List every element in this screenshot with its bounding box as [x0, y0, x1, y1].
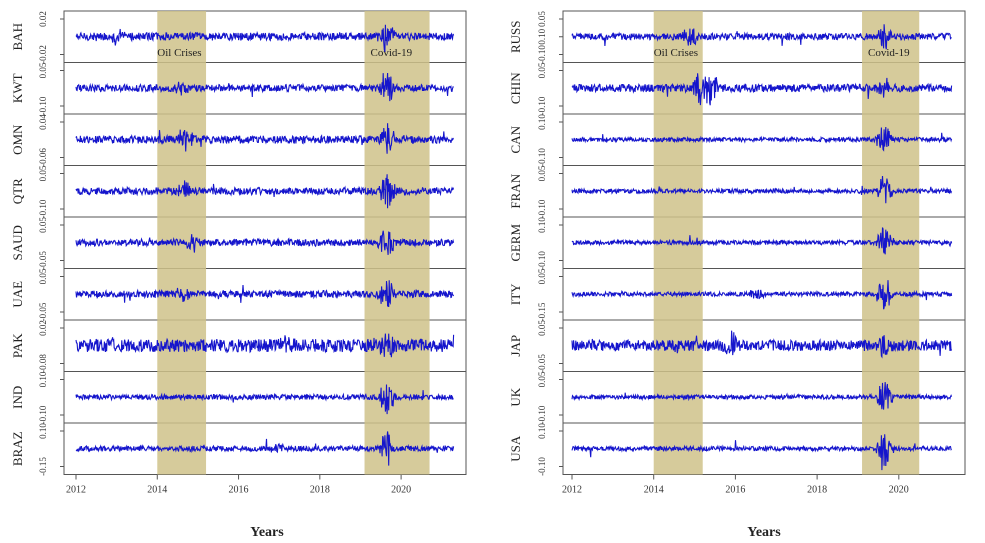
right-ytick-chin-0: 0.05	[537, 62, 547, 78]
right-series-label-jap: JAP	[508, 335, 523, 357]
left-ytick-kwt-0: 0.05	[38, 62, 48, 78]
left-ytick-qtr-1: -0.10	[38, 199, 48, 218]
right-series-usa	[571, 434, 952, 471]
left-series-ind	[75, 384, 454, 415]
left-ytick-uae-0: 0.05	[38, 268, 48, 284]
left-ytick-braz-1: -0.15	[38, 457, 48, 476]
left-series-kwt	[75, 72, 454, 102]
left-ytick-bah-1: -0.02	[38, 45, 48, 64]
right-chart: Oil Crises Covid-19RUSS0.050.10-0.10CHIN0…	[508, 10, 966, 540]
right-series-label-russ: RUSS	[508, 20, 523, 53]
left-xtick-2016: 2016	[229, 485, 249, 496]
right-ytick-usa-0: 0.10	[537, 423, 547, 439]
left-shade-label-1: Covid-19	[371, 47, 413, 59]
right-series-label-can: CAN	[508, 125, 523, 153]
left-xtick-2012: 2012	[66, 485, 86, 496]
right-ytick-ity-0: 0.05	[537, 268, 547, 284]
right-ytick-can-0: 0.10	[537, 114, 547, 130]
right-ytick-fran-0: 0.05	[537, 165, 547, 181]
right-series-chin	[571, 73, 953, 106]
right-xtick-2012: 2012	[562, 485, 582, 496]
right-series-label-chin: CHIN	[508, 72, 523, 104]
left-ytick-kwt-1: -0.10	[38, 96, 48, 115]
left-series-label-kwt: KWT	[10, 73, 25, 103]
left-ytick-saud-1: -0.05	[38, 251, 48, 270]
right-x-axis-title: Years	[747, 525, 781, 540]
left-series-omn	[75, 123, 455, 154]
right-ytick-can-1: -0.10	[537, 148, 547, 167]
left-xtick-2020: 2020	[391, 485, 411, 496]
left-series-uae	[75, 280, 455, 308]
left-series-bah	[75, 24, 455, 53]
right-series-label-ity: ITY	[508, 283, 523, 305]
left-ytick-saud-0: 0.05	[38, 217, 48, 233]
left-ytick-omn-0: 0.04	[38, 114, 48, 130]
left-series-label-uae: UAE	[10, 281, 25, 308]
right-ytick-fran-1: -0.10	[537, 199, 547, 218]
left-ytick-ind-1: -0.10	[38, 405, 48, 424]
right-ytick-usa-1: -0.10	[537, 457, 547, 476]
right-series-ity	[571, 280, 953, 310]
left-series-label-omn: OMN	[10, 124, 25, 155]
left-series-qtr	[75, 174, 455, 209]
right-xtick-2020: 2020	[889, 485, 909, 496]
right-shade-label-1: Covid-19	[868, 47, 910, 59]
right-series-label-fran: FRAN	[508, 173, 523, 208]
right-ytick-uk-0: 0.05	[537, 371, 547, 387]
right-ytick-germ-0: 0.10	[537, 217, 547, 233]
left-ytick-pak-0: 0.02	[38, 320, 48, 336]
right-ytick-uk-1: -0.10	[537, 405, 547, 424]
right-ytick-russ-1: 0.10	[537, 28, 547, 44]
left-ytick-bah-0: 0.02	[38, 11, 48, 27]
right-shade-label-0: Oil Crises	[654, 47, 698, 59]
right-series-jap	[571, 330, 953, 359]
left-ytick-uae-1: -0.05	[38, 302, 48, 321]
left-shade-label-0: Oil Crises	[157, 47, 201, 59]
right-ytick-ity-1: -0.15	[537, 302, 547, 321]
left-series-label-braz: BRAZ	[10, 431, 25, 466]
right-series-russ	[571, 24, 952, 50]
right-series-label-usa: USA	[508, 435, 523, 462]
right-ytick-russ-2: -0.10	[537, 45, 547, 64]
left-xtick-2018: 2018	[310, 485, 330, 496]
right-series-label-uk: UK	[508, 387, 523, 406]
right-xtick-2016: 2016	[725, 485, 745, 496]
left-series-pak	[75, 333, 455, 358]
left-x-axis-title: Years	[250, 525, 284, 540]
left-series-saud	[75, 230, 455, 255]
left-ytick-pak-1: -0.08	[38, 354, 48, 373]
right-ytick-jap-1: -0.05	[537, 354, 547, 373]
right-series-can	[571, 126, 953, 152]
right-series-uk	[571, 382, 953, 410]
right-ytick-russ-0: 0.05	[537, 11, 547, 27]
right-series-fran	[571, 175, 953, 204]
right-series-label-germ: GERM	[508, 224, 523, 262]
left-series-label-bah: BAH	[10, 23, 25, 50]
left-xtick-2014: 2014	[147, 485, 167, 496]
left-series-label-saud: SAUD	[10, 225, 25, 260]
left-series-label-ind: IND	[10, 386, 25, 409]
left-ytick-omn-1: -0.06	[38, 148, 48, 167]
left-ytick-braz-0: 0.10	[38, 423, 48, 439]
left-ytick-ind-0: 0.10	[38, 371, 48, 387]
left-series-label-pak: PAK	[10, 333, 25, 358]
left-series-braz	[75, 431, 455, 466]
left-series-label-qtr: QTR	[10, 178, 25, 204]
right-xtick-2018: 2018	[807, 485, 827, 496]
left-ytick-qtr-0: 0.05	[38, 165, 48, 181]
right-ytick-chin-1: -0.10	[537, 96, 547, 115]
left-chart: Oil Crises Covid-19BAH0.02-0.02KWT0.05-0.…	[10, 10, 467, 540]
right-xtick-2014: 2014	[644, 485, 664, 496]
right-ytick-germ-1: -0.10	[537, 251, 547, 270]
right-series-germ	[571, 227, 953, 255]
right-ytick-jap-0: 0.05	[537, 320, 547, 336]
